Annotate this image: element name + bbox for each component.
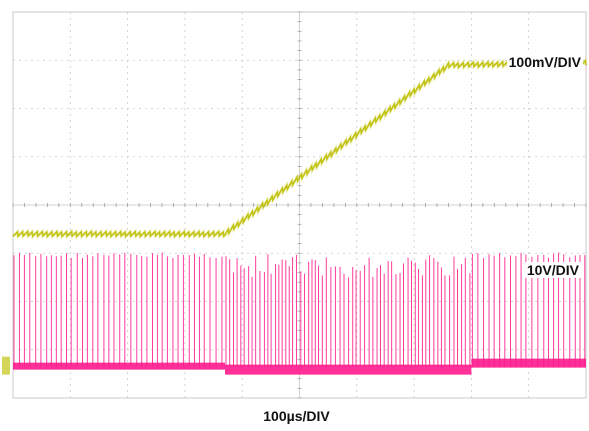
channel-2-switching-trace — [13, 252, 586, 375]
ch2-baseline-band — [13, 362, 226, 370]
timebase-label: 100µs/DIV — [263, 408, 330, 424]
ch1-trace-glow — [11, 57, 588, 240]
channel-ground-marker — [2, 356, 10, 375]
channel-1-output-ramp-trace — [2, 57, 588, 375]
channel-2-scale-label: 10V/DIV — [524, 262, 581, 278]
channel-1-scale-label: 100mV/DIV — [506, 54, 583, 70]
ch2-baseline-band — [471, 358, 586, 368]
ch2-baseline-band — [225, 364, 472, 375]
ch1-trace-line — [12, 58, 587, 239]
